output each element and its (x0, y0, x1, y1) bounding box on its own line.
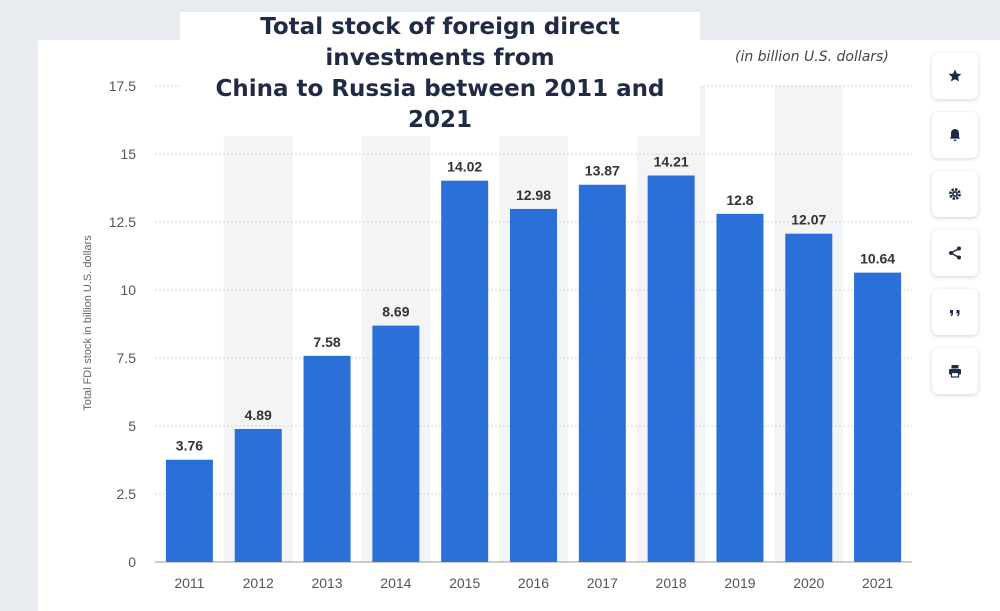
bar-value-label: 13.87 (585, 163, 620, 179)
bar-value-label: 14.02 (447, 159, 482, 175)
y-tick-label: 2.5 (117, 486, 137, 502)
bar[interactable] (578, 184, 626, 562)
bar-value-label: 10.64 (860, 251, 895, 267)
y-tick-label: 10 (120, 282, 136, 298)
bar-value-label: 7.58 (313, 334, 340, 350)
bar-value-label: 3.76 (176, 438, 203, 454)
bar[interactable] (854, 272, 902, 562)
x-tick-label: 2014 (380, 575, 411, 591)
chart-title-line-1: Total stock of foreign direct investment… (260, 14, 620, 71)
bell-icon (949, 129, 961, 142)
bar[interactable] (716, 213, 764, 562)
bar-value-label: 14.21 (654, 153, 689, 169)
bar[interactable] (510, 208, 557, 562)
bar[interactable] (234, 428, 282, 562)
y-tick-label: 12.5 (109, 214, 136, 230)
x-tick-label: 2020 (793, 575, 824, 591)
quote-icon (950, 310, 960, 317)
chart-title-line-2: China to Russia between 2011 and 2021 (215, 76, 665, 133)
favorite-button[interactable] (932, 53, 978, 99)
gear-icon (949, 188, 961, 200)
x-tick-label: 2017 (587, 575, 618, 591)
y-tick-label: 17.5 (109, 78, 136, 94)
bar[interactable] (441, 180, 489, 562)
y-tick-label: 0 (128, 554, 136, 570)
chart-toolbar (932, 53, 978, 407)
y-tick-label: 7.5 (117, 350, 137, 366)
bar-value-label: 12.8 (726, 192, 753, 208)
chart-title: Total stock of foreign direct investment… (180, 12, 700, 136)
x-tick-label: 2021 (862, 575, 893, 591)
share-icon (949, 246, 961, 260)
bar[interactable] (303, 355, 351, 562)
bar-value-label: 12.98 (516, 187, 551, 203)
x-tick-label: 2018 (656, 575, 687, 591)
bar[interactable] (372, 325, 420, 562)
bar-value-label: 4.89 (245, 407, 272, 423)
y-axis-label: Total FDI stock in billion U.S. dollars (82, 235, 94, 411)
x-tick-label: 2015 (449, 575, 480, 591)
x-tick-label: 2019 (724, 575, 755, 591)
y-tick-label: 5 (128, 418, 136, 434)
cite-button[interactable] (932, 289, 978, 335)
share-button[interactable] (932, 230, 978, 276)
x-tick-label: 2011 (174, 575, 204, 591)
bar[interactable] (785, 233, 833, 563)
bar[interactable] (647, 175, 695, 562)
notification-button[interactable] (932, 112, 978, 158)
y-tick-label: 15 (120, 146, 136, 162)
x-tick-label: 2012 (243, 575, 274, 591)
bar[interactable] (165, 459, 213, 562)
bar-value-label: 8.69 (382, 304, 409, 320)
x-tick-label: 2016 (518, 575, 549, 591)
print-icon (949, 365, 961, 378)
chart-subtitle: (in billion U.S. dollars) (735, 49, 889, 65)
x-tick-label: 2013 (311, 575, 342, 591)
settings-button[interactable] (932, 171, 978, 217)
print-button[interactable] (932, 348, 978, 394)
star-icon (948, 69, 962, 82)
bar-value-label: 12.07 (791, 212, 826, 228)
